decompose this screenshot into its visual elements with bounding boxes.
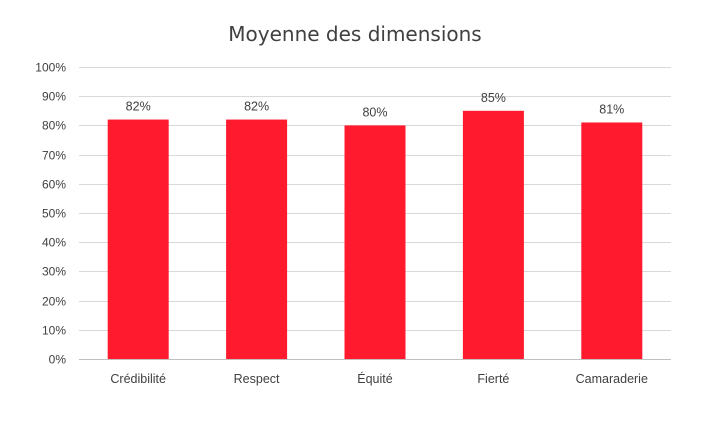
category-label: Respect	[234, 372, 280, 386]
y-tick-label: 10%	[42, 324, 66, 338]
bar	[462, 110, 524, 359]
y-tick-label: 50%	[42, 207, 66, 221]
y-tick-label: 100%	[35, 61, 66, 75]
y-tick-label: 40%	[42, 236, 66, 250]
y-tick-label: 70%	[42, 149, 66, 163]
data-label: 85%	[481, 91, 506, 105]
data-label: 82%	[244, 100, 269, 114]
y-tick-label: 80%	[42, 119, 66, 133]
bars	[107, 110, 643, 360]
y-tick-label: 0%	[49, 353, 67, 367]
chart-title: Moyenne des dimensions	[228, 22, 481, 46]
category-label: Crédibilité	[110, 372, 166, 386]
y-tick-label: 60%	[42, 178, 66, 192]
bar	[107, 119, 169, 359]
data-label: 81%	[599, 102, 624, 116]
y-tick-label: 20%	[42, 295, 66, 309]
bar	[344, 125, 406, 360]
y-axis-ticks: 0% 10% 20% 30% 40% 50% 60% 70% 80% 90% 100%	[35, 61, 66, 367]
y-tick-label: 90%	[42, 90, 66, 104]
category-label: Équité	[357, 371, 392, 386]
data-labels: 82% 82% 80% 85% 81%	[126, 91, 625, 120]
bar	[581, 122, 643, 359]
y-tick-label: 30%	[42, 265, 66, 279]
category-label: Fierté	[477, 372, 509, 386]
data-label: 80%	[362, 105, 387, 119]
data-label: 82%	[126, 100, 151, 114]
x-axis-categories: Crédibilité Respect Équité Fierté Camaraderi…	[110, 371, 648, 386]
category-label: Camaraderie	[576, 372, 648, 386]
bar	[226, 119, 288, 359]
